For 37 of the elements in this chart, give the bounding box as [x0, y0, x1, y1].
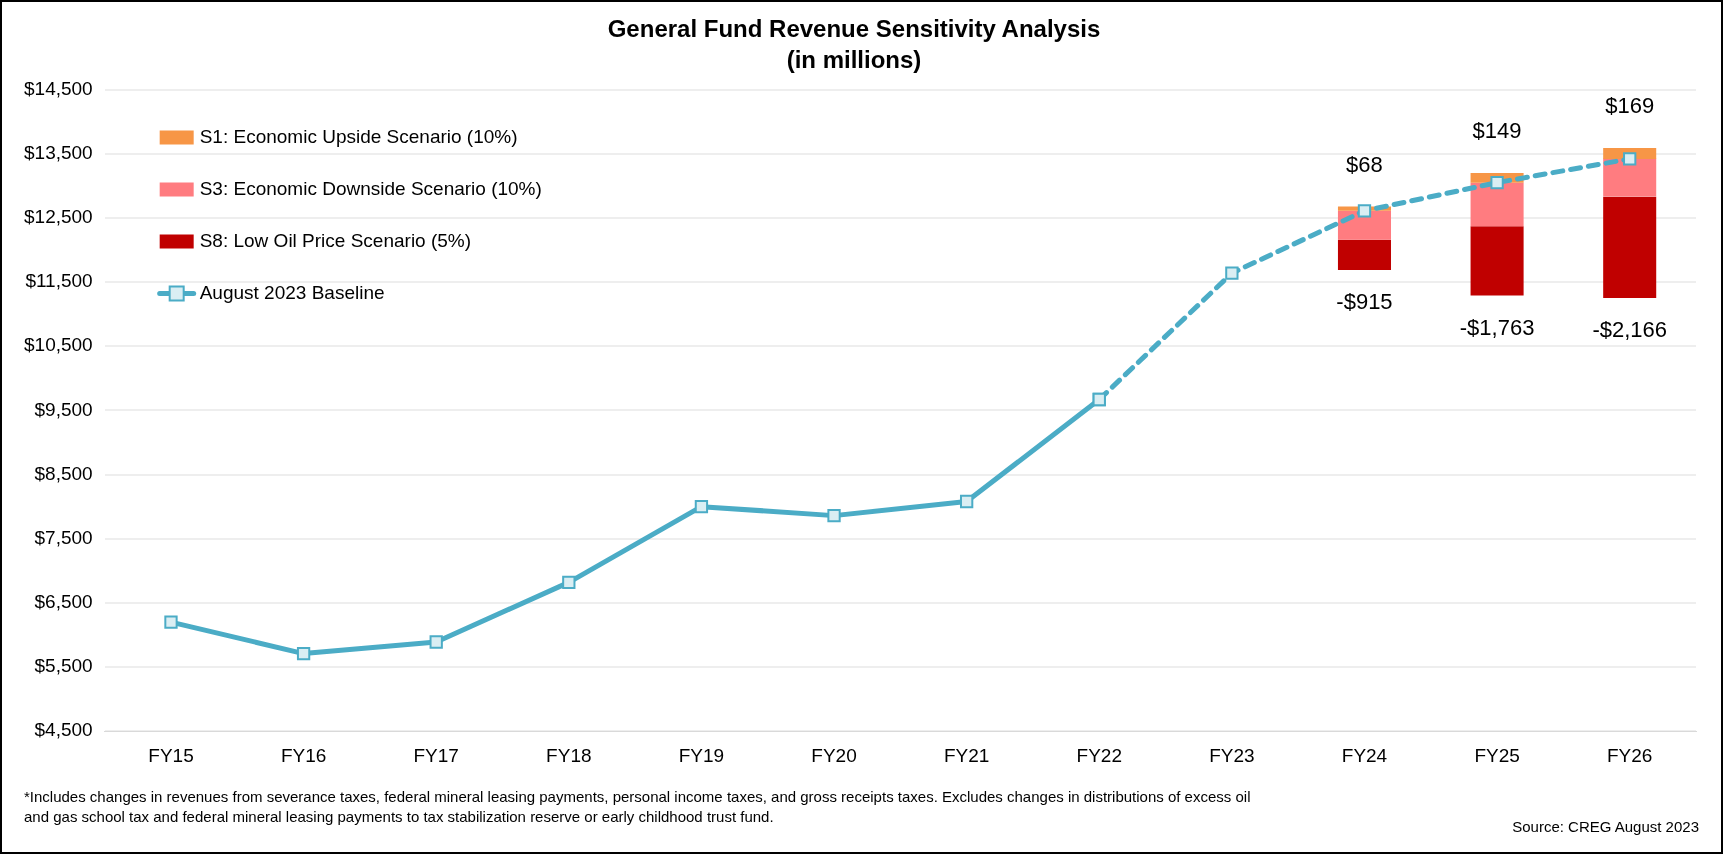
legend-label: S1: Economic Upside Scenario (10%) [199, 125, 518, 147]
annotation: -$915 [1336, 288, 1393, 314]
x-tick-label: FY21 [943, 744, 990, 766]
legend-label: S3: Economic Downside Scenario (10%) [199, 177, 542, 199]
chart-subtitle: (in millions) [786, 45, 922, 73]
source-note: Source: CREG August 2023 [1512, 818, 1699, 835]
y-tick-label: $4,500 [34, 719, 93, 741]
data-label: $68 [1346, 151, 1383, 177]
y-tick-label: $12,500 [23, 206, 93, 228]
y-tick-label: $13,500 [23, 141, 93, 163]
x-tick-label: FY19 [678, 744, 725, 766]
x-tick-label: FY17 [413, 744, 459, 766]
chart-title: General Fund Revenue Sensitivity Analysis [607, 15, 1101, 43]
data-label: $169 [1605, 93, 1655, 119]
x-tick-label: FY18 [546, 744, 592, 766]
legend-label: August 2023 Baseline [199, 281, 385, 303]
text: *Includes changes in revenues from severance taxes, federal mineral leasing payments, personal income taxes, and gross receipts taxes. Excludes changes in distributions of excess oil and gas school tax and federal mineral leasing payments to tax stabilization reserve or early childhood trust fund. [24, 787, 1252, 827]
x-tick-label: FY25 [1474, 744, 1520, 766]
legend-label: S8: Low Oil Price Scenario (5%) [199, 229, 472, 251]
y-tick-label: $8,500 [34, 462, 93, 484]
y-tick-label: $7,500 [34, 526, 93, 548]
annotation: -$2,166 [1592, 317, 1668, 343]
data-label: $149 [1472, 118, 1522, 144]
y-tick-label: $10,500 [23, 334, 93, 356]
y-tick-label: $9,500 [34, 398, 93, 420]
x-tick-label: FY23 [1209, 744, 1255, 766]
y-tick-label: $5,500 [34, 655, 93, 677]
x-tick-label: FY20 [811, 744, 857, 766]
x-tick-label: FY26 [1606, 744, 1653, 766]
annotation: -$1,763 [1459, 314, 1535, 340]
x-tick-label: FY22 [1076, 744, 1122, 766]
y-tick-label: $11,500 [25, 270, 93, 292]
x-tick-label: FY15 [148, 744, 194, 766]
x-tick-label: FY24 [1341, 744, 1388, 766]
y-tick-label: $6,500 [34, 591, 93, 613]
y-tick-label: $14,500 [23, 77, 93, 99]
x-tick-label: FY16 [280, 744, 327, 766]
